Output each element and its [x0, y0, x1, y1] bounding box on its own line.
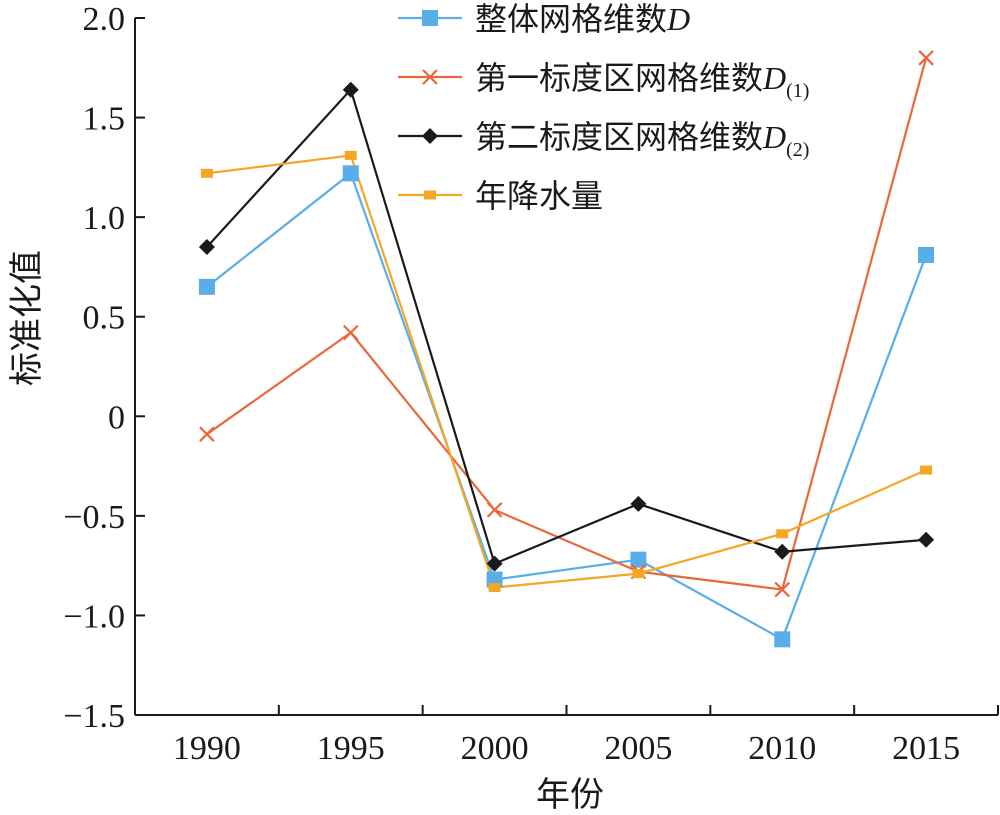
series-4-point: [776, 529, 789, 539]
y-tick-label: 2.0: [83, 1, 126, 38]
series-3-point: [198, 239, 215, 256]
series-3-point: [486, 555, 503, 572]
series-3-point: [342, 81, 359, 98]
series-2-point: [918, 50, 934, 66]
series-2-point: [199, 426, 215, 442]
series-3-point: [918, 531, 935, 548]
series-2-point: [342, 324, 359, 341]
y-tick-label: 1.0: [83, 200, 126, 237]
legend-marker: [422, 69, 438, 85]
y-tick-label: 0: [108, 399, 125, 436]
series-4-point: [632, 569, 645, 579]
series-markers: [198, 50, 935, 648]
x-tick-label: 1990: [173, 730, 241, 767]
series-3-point: [774, 543, 791, 560]
series-line-2: [206, 57, 928, 591]
series-lines: [206, 57, 928, 641]
legend-label: 整体网格维数D: [475, 0, 690, 38]
series-1-point: [774, 631, 791, 648]
x-tick-label: 1995: [317, 730, 385, 767]
series-line-1: [206, 171, 928, 641]
y-axis-title: 标准化值: [7, 250, 47, 386]
x-tick-label: 2005: [604, 730, 672, 767]
y-tick-label: −0.5: [63, 499, 125, 536]
series-1-point: [630, 551, 647, 568]
series-2-point: [774, 581, 791, 598]
legend-label: 年降水量: [475, 177, 603, 215]
series-line-4: [206, 154, 927, 589]
y-tick-label: −1.0: [63, 598, 125, 635]
series-3-point: [630, 495, 647, 512]
series-4-point: [200, 168, 213, 178]
x-axis-title: 年份: [536, 775, 604, 815]
series-4-point: [344, 150, 357, 160]
legend-label: 第一标度区网格维数D(1): [475, 59, 809, 102]
series-1-point: [918, 246, 935, 263]
legend-label: 第二标度区网格维数D(2): [475, 118, 809, 161]
legend-marker: [422, 128, 438, 144]
legend: 整体网格维数D 第一标度区网格维数D(1) 第二标度区网格维数D(2) 年降水量: [398, 0, 809, 215]
y-tick-label: −1.5: [63, 698, 125, 735]
series-1-point: [198, 278, 215, 295]
x-tick-label: 2010: [748, 730, 816, 767]
y-tick-label: 1.5: [83, 101, 126, 138]
series-line-3: [206, 87, 927, 566]
x-tick-label: 2015: [892, 730, 960, 767]
series-4-point: [920, 465, 933, 475]
series-1-point: [342, 165, 359, 182]
series-2-point: [486, 502, 503, 518]
axes: −1.5 −1.0 −0.5 0 0.5 1.0 1.5 2.0 1990 1995 2000 200…: [63, 1, 999, 767]
series-4-point: [488, 583, 501, 593]
y-tick-label: 0.5: [83, 300, 126, 337]
x-tick-label: 2000: [461, 730, 529, 767]
legend-marker: [424, 190, 436, 200]
legend-marker: [422, 10, 438, 26]
